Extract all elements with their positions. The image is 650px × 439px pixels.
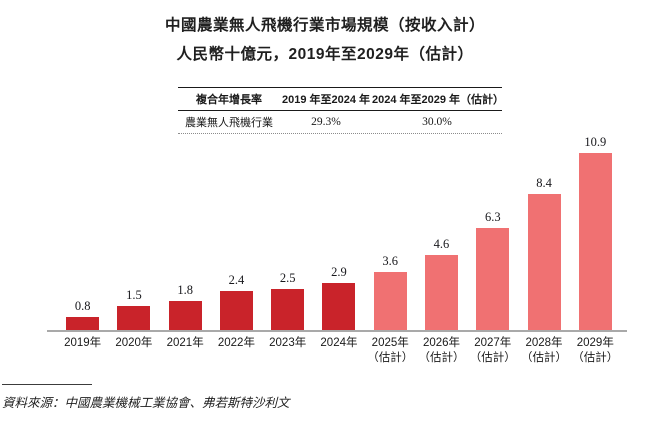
x-tick: 2024年 <box>313 336 364 366</box>
bar <box>476 228 510 330</box>
bar-value-label: 8.4 <box>536 176 552 190</box>
source-divider <box>2 384 92 385</box>
bar-group: 3.6 <box>365 254 416 330</box>
x-tick-label: 2025年 <box>371 337 409 349</box>
x-tick: 2029年 （估計） <box>570 336 621 366</box>
x-tick-label: 2026年 <box>422 337 461 349</box>
x-tick-sublabel: （估計） <box>521 352 568 364</box>
bar <box>168 301 202 330</box>
bar-value-label: 1.5 <box>126 288 142 302</box>
x-tick: 2025年 （估計） <box>365 336 416 366</box>
chart-title: 中國農業無人飛機行業市場規模（按收入計） <box>164 17 485 34</box>
bar-group: 8.4 <box>518 176 569 330</box>
bar-value-label: 2.9 <box>331 265 347 279</box>
bar <box>424 255 458 330</box>
bar-group: 0.8 <box>57 299 108 330</box>
source-note: 資料來源：中國農業機械工業協會、弗若斯特沙利文 <box>2 396 290 410</box>
x-tick-label: 2028年 <box>525 337 563 349</box>
x-tick-label: 2029年 <box>576 337 614 349</box>
x-tick: 2028年 （估計） <box>518 336 569 366</box>
cagr-header-2024-2029: 2024 年至2029 年（估計） <box>372 94 505 106</box>
bar-value-label: 3.6 <box>382 254 399 268</box>
bar <box>271 289 305 330</box>
x-tick-sublabel: （估計） <box>469 352 516 364</box>
bar <box>527 194 561 330</box>
x-tick-label: 2019年 <box>64 337 102 349</box>
bar-group: 10.9 <box>570 135 621 330</box>
x-tick-sublabel: （估計） <box>418 352 465 364</box>
bar-value-label: 6.3 <box>484 210 501 224</box>
cagr-header-metric: 複合年增長率 <box>196 94 262 106</box>
cagr-table-header-row: 複合年增長率 2019 年至2024 年 2024 年至2029 年（估計） <box>178 88 505 111</box>
bar <box>66 317 100 330</box>
x-tick: 2026年 （估計） <box>416 336 467 366</box>
bar-group: 6.3 <box>467 210 518 330</box>
bar-value-label: 1.8 <box>177 283 193 297</box>
bar <box>117 306 151 330</box>
x-tick-sublabel: （估計） <box>367 352 414 364</box>
cagr-table: 複合年增長率 2019 年至2024 年 2024 年至2029 年（估計） 農… <box>178 87 505 134</box>
x-tick-label: 2023年 <box>269 337 307 349</box>
prospectus-chart-page: 中國農業無人飛機行業市場規模（按收入計） 人民幣十億元，2019年至2029年（… <box>0 15 650 439</box>
x-tick-label: 2022年 <box>217 337 255 349</box>
cagr-value-2024-2029: 30.0% <box>422 116 452 128</box>
cagr-value-2019-2024: 29.3% <box>311 116 341 128</box>
bar-group: 2.9 <box>313 265 364 330</box>
bar-chart-plot-area: 0.8 1.5 1.8 2.4 2.5 2.9 3.6 4.6 6.3 8.4 10.9 <box>47 135 627 332</box>
bar-value-label: 0.8 <box>74 299 91 313</box>
x-axis-labels: 2019年 2020年 2021年 2022年 2023年 2024年 2025年 （估計） 2… <box>47 332 627 366</box>
x-tick: 2021年 <box>160 336 211 366</box>
x-tick: 2019年 <box>57 336 108 366</box>
x-tick-label: 2024年 <box>320 337 358 349</box>
bar-group: 2.4 <box>211 273 262 330</box>
bar <box>373 272 407 330</box>
bar <box>219 291 253 330</box>
x-tick-label: 2021年 <box>166 337 204 349</box>
x-tick-label: 2027年 <box>474 337 512 349</box>
x-tick: 2023年 <box>262 336 313 366</box>
bar-value-label: 10.9 <box>584 135 607 149</box>
bar-group: 1.5 <box>108 288 159 330</box>
cagr-table-data-row: 農業無人飛機行業 29.3% 30.0% <box>178 111 502 134</box>
x-tick-label: 2020年 <box>115 337 153 349</box>
bar-group: 4.6 <box>416 237 467 330</box>
bar-value-label: 2.4 <box>228 273 245 287</box>
cagr-header-2019-2024: 2019 年至2024 年 <box>281 94 371 106</box>
x-tick-sublabel: （估計） <box>572 352 619 364</box>
cagr-row-label: 農業無人飛機行業 <box>185 117 273 129</box>
chart-subtitle: 人民幣十億元，2019年至2029年（估計） <box>176 46 474 63</box>
bar-group: 1.8 <box>160 283 211 330</box>
bar <box>578 153 612 330</box>
bar-value-label: 2.5 <box>279 271 296 285</box>
bar-value-label: 4.6 <box>433 237 450 251</box>
bar-group: 2.5 <box>262 271 313 330</box>
source-note-block: 資料來源：中國農業機械工業協會、弗若斯特沙利文 <box>2 384 650 411</box>
bar-chart: 0.8 1.5 1.8 2.4 2.5 2.9 3.6 4.6 6.3 8.4 10.9 2019年… <box>47 135 627 366</box>
x-tick: 2027年 （估計） <box>467 336 518 366</box>
x-tick: 2020年 <box>108 336 159 366</box>
bar <box>322 283 356 330</box>
x-tick: 2022年 <box>211 336 262 366</box>
